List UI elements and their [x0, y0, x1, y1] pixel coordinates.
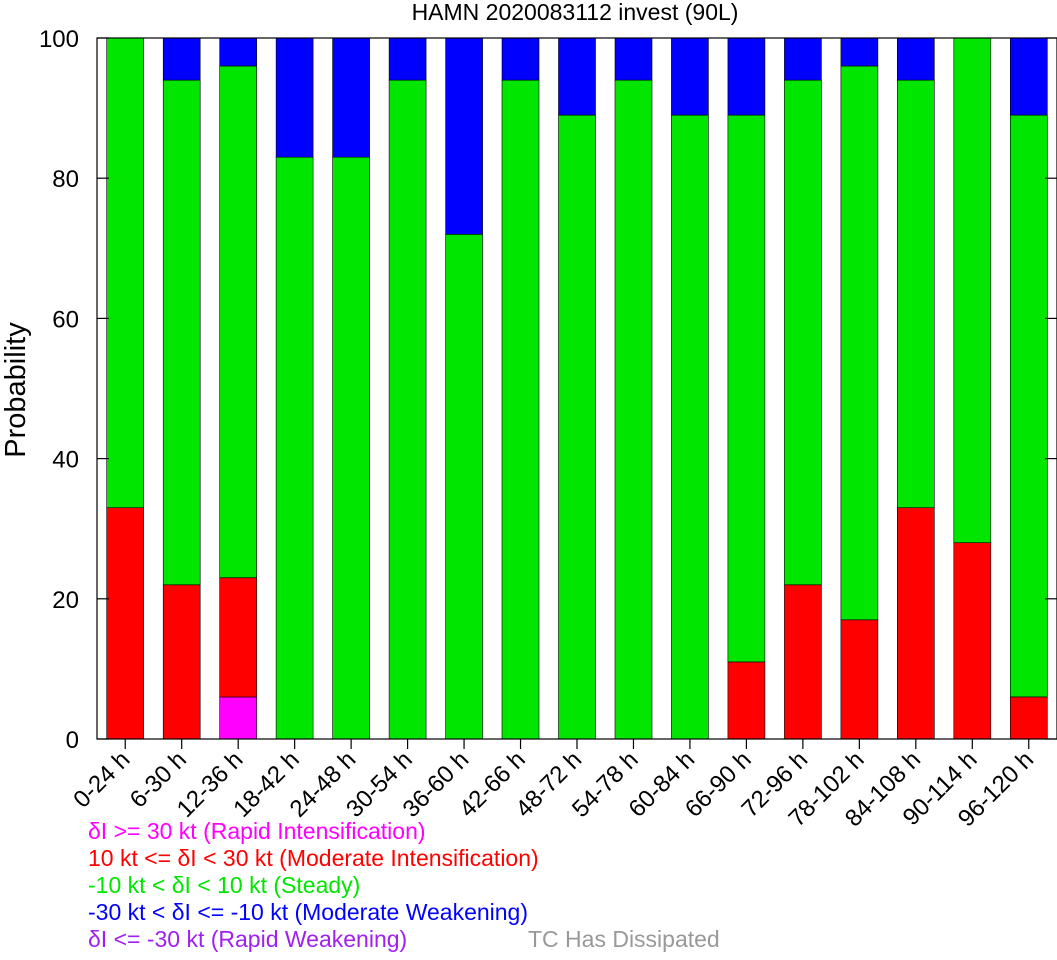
bar-segment-36-60-h-series-3 [445, 37, 483, 235]
y-tick-label: 20 [52, 587, 79, 614]
bar-segment-12-36-h-series-3 [219, 37, 257, 67]
bar-segment-84-108-h-series-1 [896, 507, 935, 740]
bar-segment-90-114-h-series-2 [953, 37, 992, 544]
bar-segment-66-90-h-series-3 [727, 37, 766, 116]
bar-segment-30-54-h-series-2 [388, 79, 427, 740]
bar-segment-78-102-h-series-3 [840, 37, 879, 67]
bar-segment-66-90-h-series-2 [727, 114, 766, 663]
y-tick-label: 40 [52, 447, 79, 474]
bar-segment-84-108-h-series-3 [896, 37, 935, 81]
chart-title: HAMN 2020083112 invest (90L) [412, 0, 739, 25]
bar-segment-96-120-h-series-2 [1009, 114, 1048, 698]
bar-segment-60-84-h-series-3 [671, 37, 709, 116]
legend-entry-moderate-intensification: 10 kt <= δI < 30 kt (Moderate Intensific… [88, 845, 539, 871]
bar-segment-72-96-h-series-1 [784, 584, 822, 740]
bars-group [106, 37, 1048, 740]
legend-entry-rapid-weakening: δI <= -30 kt (Rapid Weakening) [88, 926, 408, 952]
bar-segment-12-36-h-series-2 [219, 65, 257, 579]
bar-segment-78-102-h-series-2 [840, 65, 879, 621]
y-tick-label: 100 [39, 26, 79, 53]
bar-segment-0-24-h-series-2 [106, 37, 144, 509]
y-tick-label: 60 [52, 306, 79, 333]
legend-entry-dissipated: TC Has Dissipated [528, 926, 720, 952]
legend-entry-rapid-intensification: δI >= 30 kt (Rapid Intensification) [88, 818, 426, 844]
bar-segment-96-120-h-series-1 [1009, 696, 1048, 740]
bar-segment-48-72-h-series-3 [558, 37, 596, 116]
bar-segment-18-42-h-series-2 [275, 156, 314, 740]
bar-segment-48-72-h-series-2 [558, 114, 596, 740]
bar-segment-12-36-h-series-1 [219, 577, 257, 698]
bar-segment-84-108-h-series-2 [896, 79, 935, 509]
bar-segment-96-120-h-series-3 [1009, 37, 1048, 116]
bar-segment-54-78-h-series-3 [614, 37, 653, 81]
y-tick-labels: 0 20 40 60 80 100 [39, 26, 79, 754]
bar-segment-66-90-h-series-1 [727, 661, 766, 740]
legend-entry-steady: -10 kt < δI < 10 kt (Steady) [88, 872, 361, 898]
axes-group [96, 37, 1057, 749]
legend-entry-moderate-weakening: -30 kt < δI <= -10 kt (Moderate Weakenin… [88, 899, 529, 925]
bar-segment-72-96-h-series-2 [784, 79, 822, 586]
x-tick-label: 0-24 h [68, 746, 135, 813]
bar-segment-24-48-h-series-2 [332, 156, 370, 740]
bar-segment-6-30-h-series-2 [162, 79, 201, 586]
bar-segment-42-66-h-series-2 [501, 79, 540, 740]
bar-segment-0-24-h-series-1 [106, 507, 144, 740]
bar-segment-42-66-h-series-3 [501, 37, 540, 81]
bar-segment-90-114-h-series-1 [953, 542, 992, 740]
bar-segment-36-60-h-series-2 [445, 234, 483, 740]
bar-segment-12-36-h-series-0 [219, 696, 257, 740]
bar-segment-54-78-h-series-2 [614, 79, 653, 740]
bar-segment-60-84-h-series-2 [671, 114, 709, 740]
bar-segment-72-96-h-series-3 [784, 37, 822, 81]
y-tick-label: 0 [66, 727, 79, 754]
bar-segment-18-42-h-series-3 [275, 37, 314, 158]
y-axis-label: Probability [0, 322, 32, 458]
bar-segment-78-102-h-series-1 [840, 619, 879, 740]
bar-segment-24-48-h-series-3 [332, 37, 370, 158]
legend: δI >= 30 kt (Rapid Intensification) 10 k… [88, 818, 539, 953]
bar-segment-6-30-h-series-1 [162, 584, 201, 740]
y-tick-label: 80 [52, 166, 79, 193]
bar-segment-6-30-h-series-3 [162, 37, 201, 81]
bar-segment-30-54-h-series-3 [388, 37, 427, 81]
